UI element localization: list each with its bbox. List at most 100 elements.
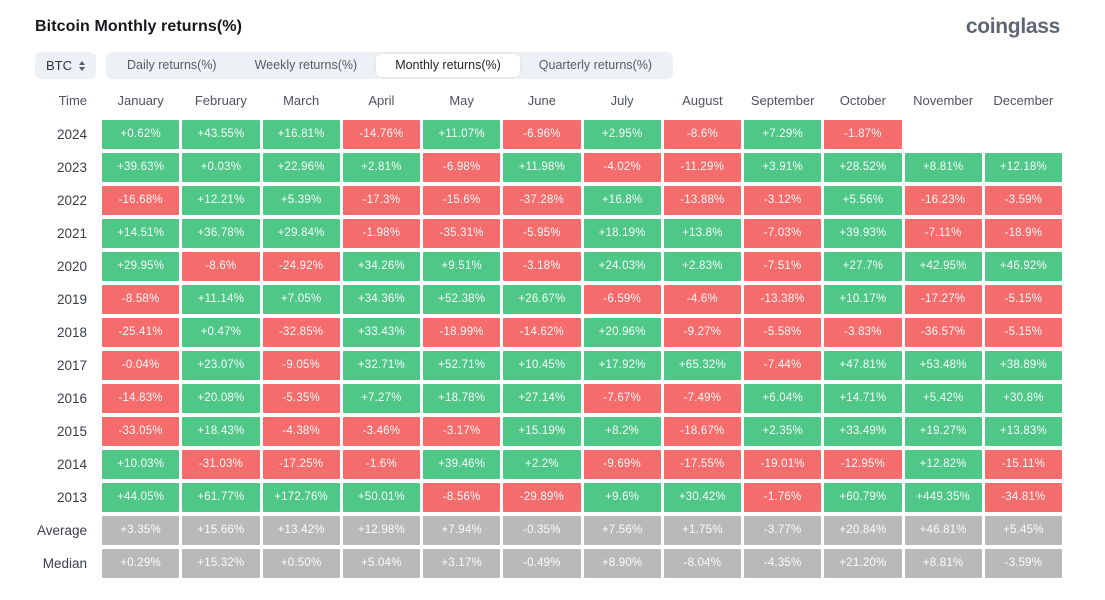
return-cell: +3.35% [102,516,180,545]
return-cell: +38.89% [984,351,1062,380]
return-cell: -36.57% [904,318,982,347]
tab-quarterly-returns[interactable]: Quarterly returns(%) [520,54,671,77]
return-cell: -32.85% [262,318,340,347]
return-cell: +11.07% [423,120,501,149]
return-cell: +5.39% [262,186,340,215]
return-cell: +24.03% [583,252,661,281]
return-cell: -31.03% [182,450,260,479]
return-cell: +27.14% [503,384,581,413]
return-cell: +12.21% [182,186,260,215]
return-cell: -5.15% [984,285,1062,314]
return-cell: -8.6% [182,252,260,281]
row-label: 2020 [56,259,87,274]
column-header: November [913,93,974,108]
return-cell: -19.01% [744,450,822,479]
return-cell: -37.28% [503,186,581,215]
symbol-select[interactable]: BTC [35,52,96,79]
return-cell: +172.76% [262,483,340,512]
row-label: 2018 [56,325,87,340]
monthly-returns-table: Time January February March April May June July… [35,89,1062,578]
return-cell: +449.35% [904,483,982,512]
return-cell: -1.76% [744,483,822,512]
return-cell: +33.43% [342,318,420,347]
row-label: 2024 [56,127,87,142]
return-cell: -9.05% [262,351,340,380]
row-label: 2023 [56,160,87,175]
return-cell: +53.48% [904,351,982,380]
return-cell: -25.41% [102,318,180,347]
return-cell: +2.2% [503,450,581,479]
row-label: Average [36,523,87,538]
return-cell: -3.18% [503,252,581,281]
tab-daily-returns[interactable]: Daily returns(%) [108,54,236,77]
row-label: 2017 [56,358,87,373]
return-cell: -3.46% [342,417,420,446]
return-cell: -7.03% [744,219,822,248]
column-header: July [610,93,634,108]
return-cell: +34.36% [342,285,420,314]
return-cell: +1.75% [663,516,741,545]
return-cell: -14.83% [102,384,180,413]
return-cell: -6.96% [503,120,581,149]
return-cell: -35.31% [423,219,501,248]
return-cell: +7.05% [262,285,340,314]
return-cell: -3.83% [824,318,902,347]
return-cell: +2.35% [744,417,822,446]
return-cell: +8.2% [583,417,661,446]
return-cell: -24.92% [262,252,340,281]
return-cell: +2.81% [342,153,420,182]
return-cell: +46.92% [984,252,1062,281]
return-cell: -4.6% [663,285,741,314]
return-cell: +61.77% [182,483,260,512]
return-cell: +16.8% [583,186,661,215]
return-cell: +15.32% [182,549,260,578]
return-cell: +34.26% [342,252,420,281]
column-header: October [839,93,886,108]
return-cell: +39.46% [423,450,501,479]
return-cell: +0.47% [182,318,260,347]
return-cell: +8.81% [904,549,982,578]
return-cell: +5.04% [342,549,420,578]
return-cell: +9.51% [423,252,501,281]
return-cell: -34.81% [984,483,1062,512]
return-cell: -18.67% [663,417,741,446]
return-cell: +20.96% [583,318,661,347]
return-cell: +12.18% [984,153,1062,182]
return-cell: +11.98% [503,153,581,182]
return-cell: +12.98% [342,516,420,545]
return-cell: +39.93% [824,219,902,248]
column-header: August [682,93,723,108]
return-cell: +29.95% [102,252,180,281]
return-cell: -4.35% [744,549,822,578]
return-cell: +8.81% [904,153,982,182]
return-cell: +39.63% [102,153,180,182]
returns-period-tabs: Daily returns(%) Weekly returns(%) Monthly… [106,52,674,79]
tab-weekly-returns[interactable]: Weekly returns(%) [236,54,377,77]
return-cell: +7.27% [342,384,420,413]
column-header: January [117,93,164,108]
empty-cell [905,120,982,149]
return-cell: +2.95% [583,120,661,149]
column-header: December [993,93,1054,108]
row-label: 2022 [56,193,87,208]
return-cell: +47.81% [824,351,902,380]
page-title: Bitcoin Monthly returns(%) [35,18,243,35]
column-header: September [750,93,815,108]
return-cell: -8.58% [102,285,180,314]
return-cell: -16.68% [102,186,180,215]
return-cell: +36.78% [182,219,260,248]
return-cell: -3.12% [744,186,822,215]
return-cell: -8.56% [423,483,501,512]
return-cell: +14.51% [102,219,180,248]
return-cell: +13.8% [663,219,741,248]
return-cell: -0.35% [503,516,581,545]
return-cell: -14.62% [503,318,581,347]
return-cell: +7.29% [744,120,822,149]
return-cell: +0.29% [102,549,180,578]
column-header: March [283,93,320,108]
return-cell: +10.17% [824,285,902,314]
row-label: 2014 [56,457,87,472]
tab-monthly-returns[interactable]: Monthly returns(%) [376,54,520,77]
return-cell: -18.99% [423,318,501,347]
return-cell: -33.05% [102,417,180,446]
